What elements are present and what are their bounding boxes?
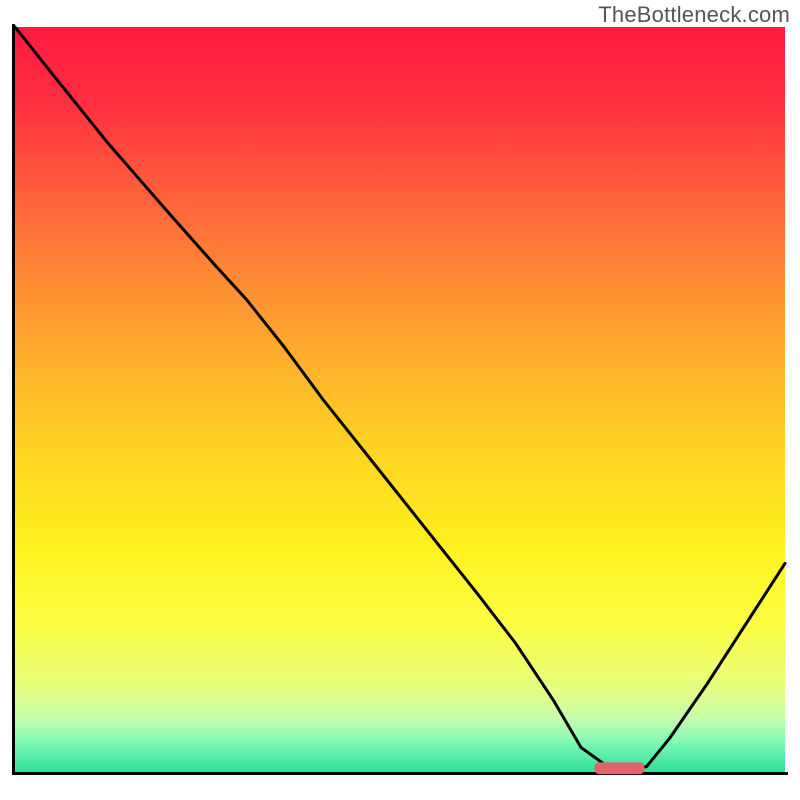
chart-container: TheBottleneck.com [0,0,800,800]
optimum-marker [594,762,644,774]
axis-bottom [12,772,788,775]
plot-background [15,27,785,772]
watermark-text: TheBottleneck.com [598,2,790,28]
bottleneck-chart [0,0,800,800]
axis-left [12,24,15,775]
